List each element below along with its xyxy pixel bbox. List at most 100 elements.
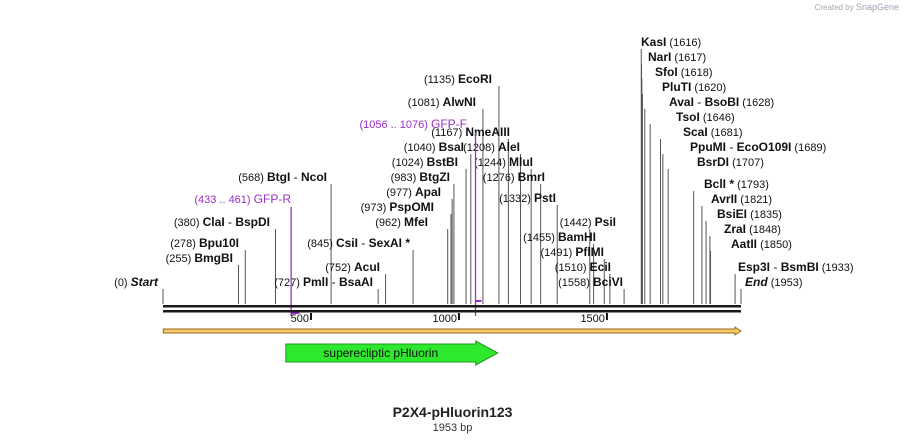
- site-label[interactable]: (255) BmgBI: [166, 251, 233, 265]
- site-position: (1681): [708, 127, 743, 139]
- site-label[interactable]: TsoI (1646): [676, 110, 735, 124]
- site-label[interactable]: (1244) MluI: [474, 155, 533, 169]
- site-label[interactable]: (380) ClaI - BspDI: [174, 215, 270, 229]
- site-position: (568): [238, 172, 267, 184]
- site-position: (1933): [819, 262, 854, 274]
- site-partner-name: EcoO109I: [737, 140, 792, 154]
- site-label[interactable]: (1167) NmeAIII: [431, 125, 510, 139]
- site-label[interactable]: BsiEI (1835): [717, 207, 782, 221]
- site-label[interactable]: AvaI - BsoBI (1628): [669, 95, 774, 109]
- ruler-tick-label: 1500: [580, 313, 604, 325]
- site-label[interactable]: KasI (1616): [641, 35, 701, 49]
- site-label[interactable]: End (1953): [745, 275, 803, 289]
- site-label[interactable]: PpuMI - EcoO109I (1689): [690, 140, 826, 154]
- site-label[interactable]: (752) AcuI: [325, 260, 380, 274]
- site-position: (1689): [791, 142, 826, 154]
- site-position: (278): [170, 238, 199, 250]
- site-position: (973): [361, 202, 390, 214]
- credit-prefix: Created by: [814, 3, 854, 12]
- site-label[interactable]: (962) MfeI: [375, 215, 428, 229]
- site-label[interactable]: (1442) PsiI: [560, 215, 616, 229]
- site-name: Esp3I: [738, 260, 770, 274]
- feature-arrow[interactable]: superecliptic pHluorin: [285, 340, 499, 366]
- site-label[interactable]: (1276) BmrI: [483, 170, 545, 184]
- site-label[interactable]: (1558) BciVI: [558, 275, 623, 289]
- site-label[interactable]: (1024) BstBI: [392, 155, 458, 169]
- site-name: AatII: [731, 237, 757, 251]
- site-name: NarI: [648, 50, 671, 64]
- site-label[interactable]: PluTI (1620): [662, 80, 726, 94]
- site-label[interactable]: (727) PmlI - BsaAI: [274, 275, 373, 289]
- site-separator: -: [328, 275, 339, 289]
- ruler-tick-label: 500: [291, 313, 309, 325]
- site-label[interactable]: (1040) BsaI: [404, 140, 464, 154]
- site-name: ZraI: [724, 222, 746, 236]
- site-position: (845): [307, 238, 336, 250]
- site-position: (752): [325, 262, 354, 274]
- site-label[interactable]: AatII (1850): [731, 237, 792, 251]
- site-position: (1442): [560, 217, 595, 229]
- site-label[interactable]: (1135) EcoRI: [424, 72, 492, 86]
- site-position: (1793): [734, 179, 769, 191]
- site-name: CsiI: [336, 236, 358, 250]
- site-position: (1081): [408, 97, 443, 109]
- site-label[interactable]: (1491) PflMI: [540, 245, 604, 259]
- site-name: AvaI: [669, 95, 694, 109]
- site-position: (727): [274, 277, 303, 289]
- site-label[interactable]: BsrDI (1707): [697, 155, 764, 169]
- site-label[interactable]: NarI (1617): [648, 50, 706, 64]
- site-label[interactable]: (1208) AleI: [463, 140, 520, 154]
- site-name: PflMI: [575, 245, 604, 259]
- site-label[interactable]: BclI * (1793): [704, 177, 769, 191]
- site-label[interactable]: (278) Bpu10I: [170, 236, 239, 250]
- site-separator: -: [358, 236, 369, 250]
- site-label[interactable]: (568) BtgI - NcoI: [238, 170, 327, 184]
- site-name: NmeAIII: [465, 125, 510, 139]
- site-label[interactable]: (1510) EciI: [555, 260, 611, 274]
- site-label[interactable]: AvrII (1821): [711, 192, 772, 206]
- orf-shape[interactable]: [162, 326, 742, 336]
- site-separator: -: [694, 95, 705, 109]
- site-label[interactable]: (845) CsiI - SexAI *: [307, 236, 410, 250]
- site-position: (983): [391, 172, 420, 184]
- site-position: (1276): [483, 172, 518, 184]
- site-position: (1628): [739, 97, 774, 109]
- site-label[interactable]: (973) PspOMI: [361, 200, 434, 214]
- site-label[interactable]: (1455) BamHI: [523, 230, 596, 244]
- site-position: (1953): [768, 277, 803, 289]
- feature-label: superecliptic pHluorin: [323, 346, 438, 360]
- site-position: (1620): [691, 82, 726, 94]
- site-name: EciI: [590, 260, 611, 274]
- site-label[interactable]: Esp3I - BsmBI (1933): [738, 260, 854, 274]
- site-partner-name: BsmBI: [781, 260, 819, 274]
- site-position: (1332): [499, 193, 534, 205]
- site-name: BamHI: [558, 230, 596, 244]
- site-position: (1707): [729, 157, 764, 169]
- site-name: ScaI: [683, 125, 708, 139]
- primer-label[interactable]: (433 .. 461) GFP-R: [194, 192, 291, 206]
- site-name: MfeI: [404, 215, 428, 229]
- site-label[interactable]: ScaI (1681): [683, 125, 743, 139]
- site-name: BsiEI: [717, 207, 747, 221]
- primer-mark[interactable]: [291, 312, 300, 314]
- snapgene-logo: SnapGene: [855, 2, 899, 12]
- primer-label[interactable]: (1056 .. 1076) GFP-F: [359, 117, 467, 131]
- site-label[interactable]: (0) Start: [114, 275, 159, 289]
- site-label[interactable]: (1081) AlwNI: [408, 95, 476, 109]
- site-name: BmgBI: [194, 251, 233, 265]
- site-label[interactable]: SfoI (1618): [655, 65, 713, 79]
- site-label[interactable]: ZraI (1848): [724, 222, 781, 236]
- snapgene-credit: Created by SnapGene: [815, 2, 899, 12]
- site-name: AvrII: [711, 192, 737, 206]
- site-leader-lines: [162, 49, 742, 304]
- primer-mark[interactable]: [475, 300, 482, 302]
- site-position: (1835): [747, 209, 782, 221]
- ruler-ticks: 500 1000 1500: [291, 313, 608, 325]
- feature-shape[interactable]: [285, 340, 499, 366]
- site-label[interactable]: (983) BtgZI: [391, 170, 450, 184]
- site-name: MluI: [509, 155, 533, 169]
- site-position: (0): [114, 277, 131, 289]
- site-label[interactable]: (1332) PstI: [499, 191, 556, 205]
- site-name: AleI: [498, 140, 520, 154]
- site-label[interactable]: (977) ApaI: [386, 185, 441, 199]
